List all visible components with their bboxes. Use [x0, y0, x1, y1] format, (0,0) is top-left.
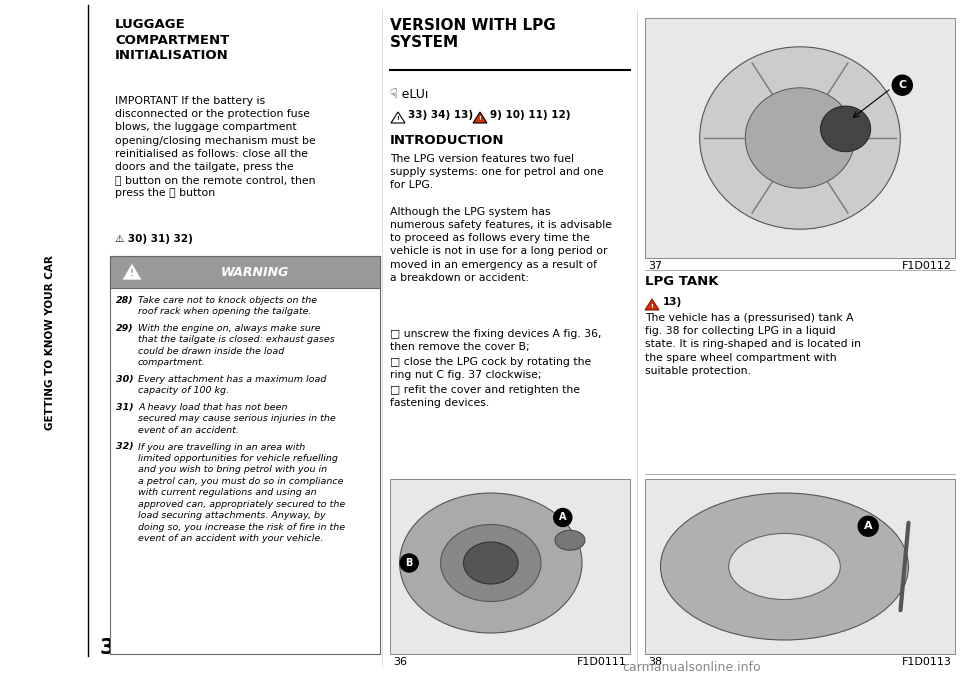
Ellipse shape [700, 47, 900, 229]
Text: F1D0112: F1D0112 [902, 261, 952, 271]
Text: !: ! [479, 117, 481, 121]
Text: □ refit the cover and retighten the
fastening devices.: □ refit the cover and retighten the fast… [390, 385, 580, 408]
Circle shape [400, 554, 419, 572]
Text: WARNING: WARNING [221, 265, 289, 279]
Text: C: C [899, 80, 906, 90]
Polygon shape [645, 299, 659, 310]
Text: LPG TANK: LPG TANK [645, 275, 718, 288]
Text: ☟ eLUı: ☟ eLUı [390, 88, 428, 101]
Polygon shape [473, 112, 487, 123]
Text: The vehicle has a (pressurised) tank A
fig. 38 for collecting LPG in a liquid
st: The vehicle has a (pressurised) tank A f… [645, 313, 861, 376]
Bar [645, 18, 955, 258]
Text: If you are travelling in an area with
limited opportunities for vehicle refuelli: If you are travelling in an area with li… [138, 442, 346, 543]
Text: 32): 32) [116, 442, 133, 451]
Text: F1D0113: F1D0113 [902, 657, 952, 667]
Text: 33) 34) 13): 33) 34) 13) [408, 110, 473, 120]
Text: 30): 30) [116, 375, 133, 384]
Text: GETTING TO KNOW YOUR CAR: GETTING TO KNOW YOUR CAR [45, 256, 55, 430]
Text: !: ! [396, 117, 399, 121]
Text: 9) 10) 11) 12): 9) 10) 11) 12) [490, 110, 570, 120]
Text: LUGGAGE
COMPARTMENT
INITIALISATION: LUGGAGE COMPARTMENT INITIALISATION [115, 18, 229, 62]
Text: ⚠ 30) 31) 32): ⚠ 30) 31) 32) [115, 234, 193, 244]
Bar [390, 479, 630, 654]
Ellipse shape [399, 493, 582, 633]
Text: B: B [405, 558, 413, 568]
Ellipse shape [660, 493, 908, 640]
Text: carmanualsonline.info: carmanualsonline.info [622, 661, 760, 674]
Text: 36: 36 [393, 657, 407, 667]
Text: 32: 32 [100, 638, 131, 658]
Ellipse shape [441, 525, 541, 602]
Text: !: ! [651, 303, 654, 309]
Circle shape [554, 508, 572, 526]
Text: A: A [559, 512, 566, 523]
Ellipse shape [821, 106, 871, 152]
Bar [110, 256, 380, 654]
Bar [645, 479, 955, 654]
Text: □ close the LPG cock by rotating the
ring nut C fig. 37 clockwise;: □ close the LPG cock by rotating the rin… [390, 357, 591, 380]
Circle shape [892, 75, 912, 95]
Ellipse shape [464, 542, 518, 584]
Polygon shape [122, 263, 142, 280]
Text: 38: 38 [648, 657, 662, 667]
Text: IMPORTANT If the battery is
disconnected or the protection fuse
blows, the lugga: IMPORTANT If the battery is disconnected… [115, 96, 316, 198]
Text: F1D0111: F1D0111 [577, 657, 627, 667]
Text: With the engine on, always make sure
that the tailgate is closed: exhaust gases
: With the engine on, always make sure tha… [138, 324, 335, 367]
Text: INTRODUCTION: INTRODUCTION [390, 134, 505, 147]
Text: 31): 31) [116, 403, 133, 412]
Text: 29): 29) [116, 324, 133, 333]
Text: VERSION WITH LPG
SYSTEM: VERSION WITH LPG SYSTEM [390, 18, 556, 50]
Text: □ unscrew the fixing devices A fig. 36,
then remove the cover B;: □ unscrew the fixing devices A fig. 36, … [390, 329, 602, 352]
Text: 37: 37 [648, 261, 662, 271]
Circle shape [858, 517, 878, 536]
Text: A: A [864, 521, 873, 531]
Text: A heavy load that has not been
secured may cause serious injuries in the
event o: A heavy load that has not been secured m… [138, 403, 336, 435]
Polygon shape [391, 112, 405, 123]
Text: 28): 28) [116, 296, 133, 305]
Text: Take care not to knock objects on the
roof rack when opening the tailgate.: Take care not to knock objects on the ro… [138, 296, 317, 316]
Ellipse shape [729, 534, 840, 600]
Ellipse shape [555, 530, 585, 550]
Text: !: ! [130, 268, 134, 278]
Text: 13): 13) [663, 297, 683, 307]
Ellipse shape [745, 88, 854, 188]
Text: Every attachment has a maximum load
capacity of 100 kg.: Every attachment has a maximum load capa… [138, 375, 326, 395]
Bar [110, 256, 380, 288]
Text: The LPG version features two fuel
supply systems: one for petrol and one
for LPG: The LPG version features two fuel supply… [390, 154, 612, 283]
